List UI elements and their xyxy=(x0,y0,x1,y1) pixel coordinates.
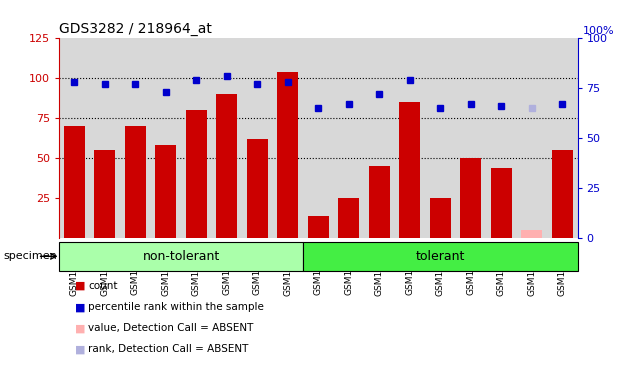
Text: 100%: 100% xyxy=(583,26,615,36)
Bar xyxy=(399,102,420,238)
Bar xyxy=(456,38,486,238)
Text: percentile rank within the sample: percentile rank within the sample xyxy=(88,302,264,312)
Bar xyxy=(59,242,303,271)
Bar xyxy=(521,230,543,238)
Bar xyxy=(551,150,573,238)
Bar xyxy=(89,38,120,238)
Bar xyxy=(460,158,481,238)
Bar xyxy=(181,38,212,238)
Bar xyxy=(150,38,181,238)
Bar xyxy=(333,38,364,238)
Bar xyxy=(247,139,268,238)
Bar xyxy=(216,94,237,238)
Bar xyxy=(394,38,425,238)
Text: non-tolerant: non-tolerant xyxy=(142,250,220,263)
Text: specimen: specimen xyxy=(3,251,57,262)
Text: rank, Detection Call = ABSENT: rank, Detection Call = ABSENT xyxy=(88,344,248,354)
Text: ■: ■ xyxy=(75,323,85,333)
Text: ■: ■ xyxy=(75,302,85,312)
Bar xyxy=(486,38,517,238)
Bar xyxy=(369,166,390,238)
Bar xyxy=(155,146,176,238)
Bar xyxy=(307,216,329,238)
Bar xyxy=(547,38,578,238)
Bar xyxy=(303,242,578,271)
Bar xyxy=(212,38,242,238)
Bar xyxy=(120,38,150,238)
Bar xyxy=(338,198,360,238)
Text: ■: ■ xyxy=(75,344,85,354)
Bar xyxy=(242,38,273,238)
Bar xyxy=(517,38,547,238)
Bar xyxy=(491,168,512,238)
Bar xyxy=(186,110,207,238)
Bar xyxy=(63,126,85,238)
Text: GDS3282 / 218964_at: GDS3282 / 218964_at xyxy=(59,22,212,36)
Bar xyxy=(59,38,89,238)
Bar xyxy=(273,38,303,238)
Text: tolerant: tolerant xyxy=(415,250,465,263)
Bar xyxy=(303,38,333,238)
Bar xyxy=(430,198,451,238)
Bar xyxy=(94,150,116,238)
Bar xyxy=(277,72,299,238)
Bar xyxy=(125,126,146,238)
Text: ■: ■ xyxy=(75,281,85,291)
Text: count: count xyxy=(88,281,118,291)
Bar xyxy=(425,38,456,238)
Bar xyxy=(364,38,394,238)
Text: value, Detection Call = ABSENT: value, Detection Call = ABSENT xyxy=(88,323,253,333)
